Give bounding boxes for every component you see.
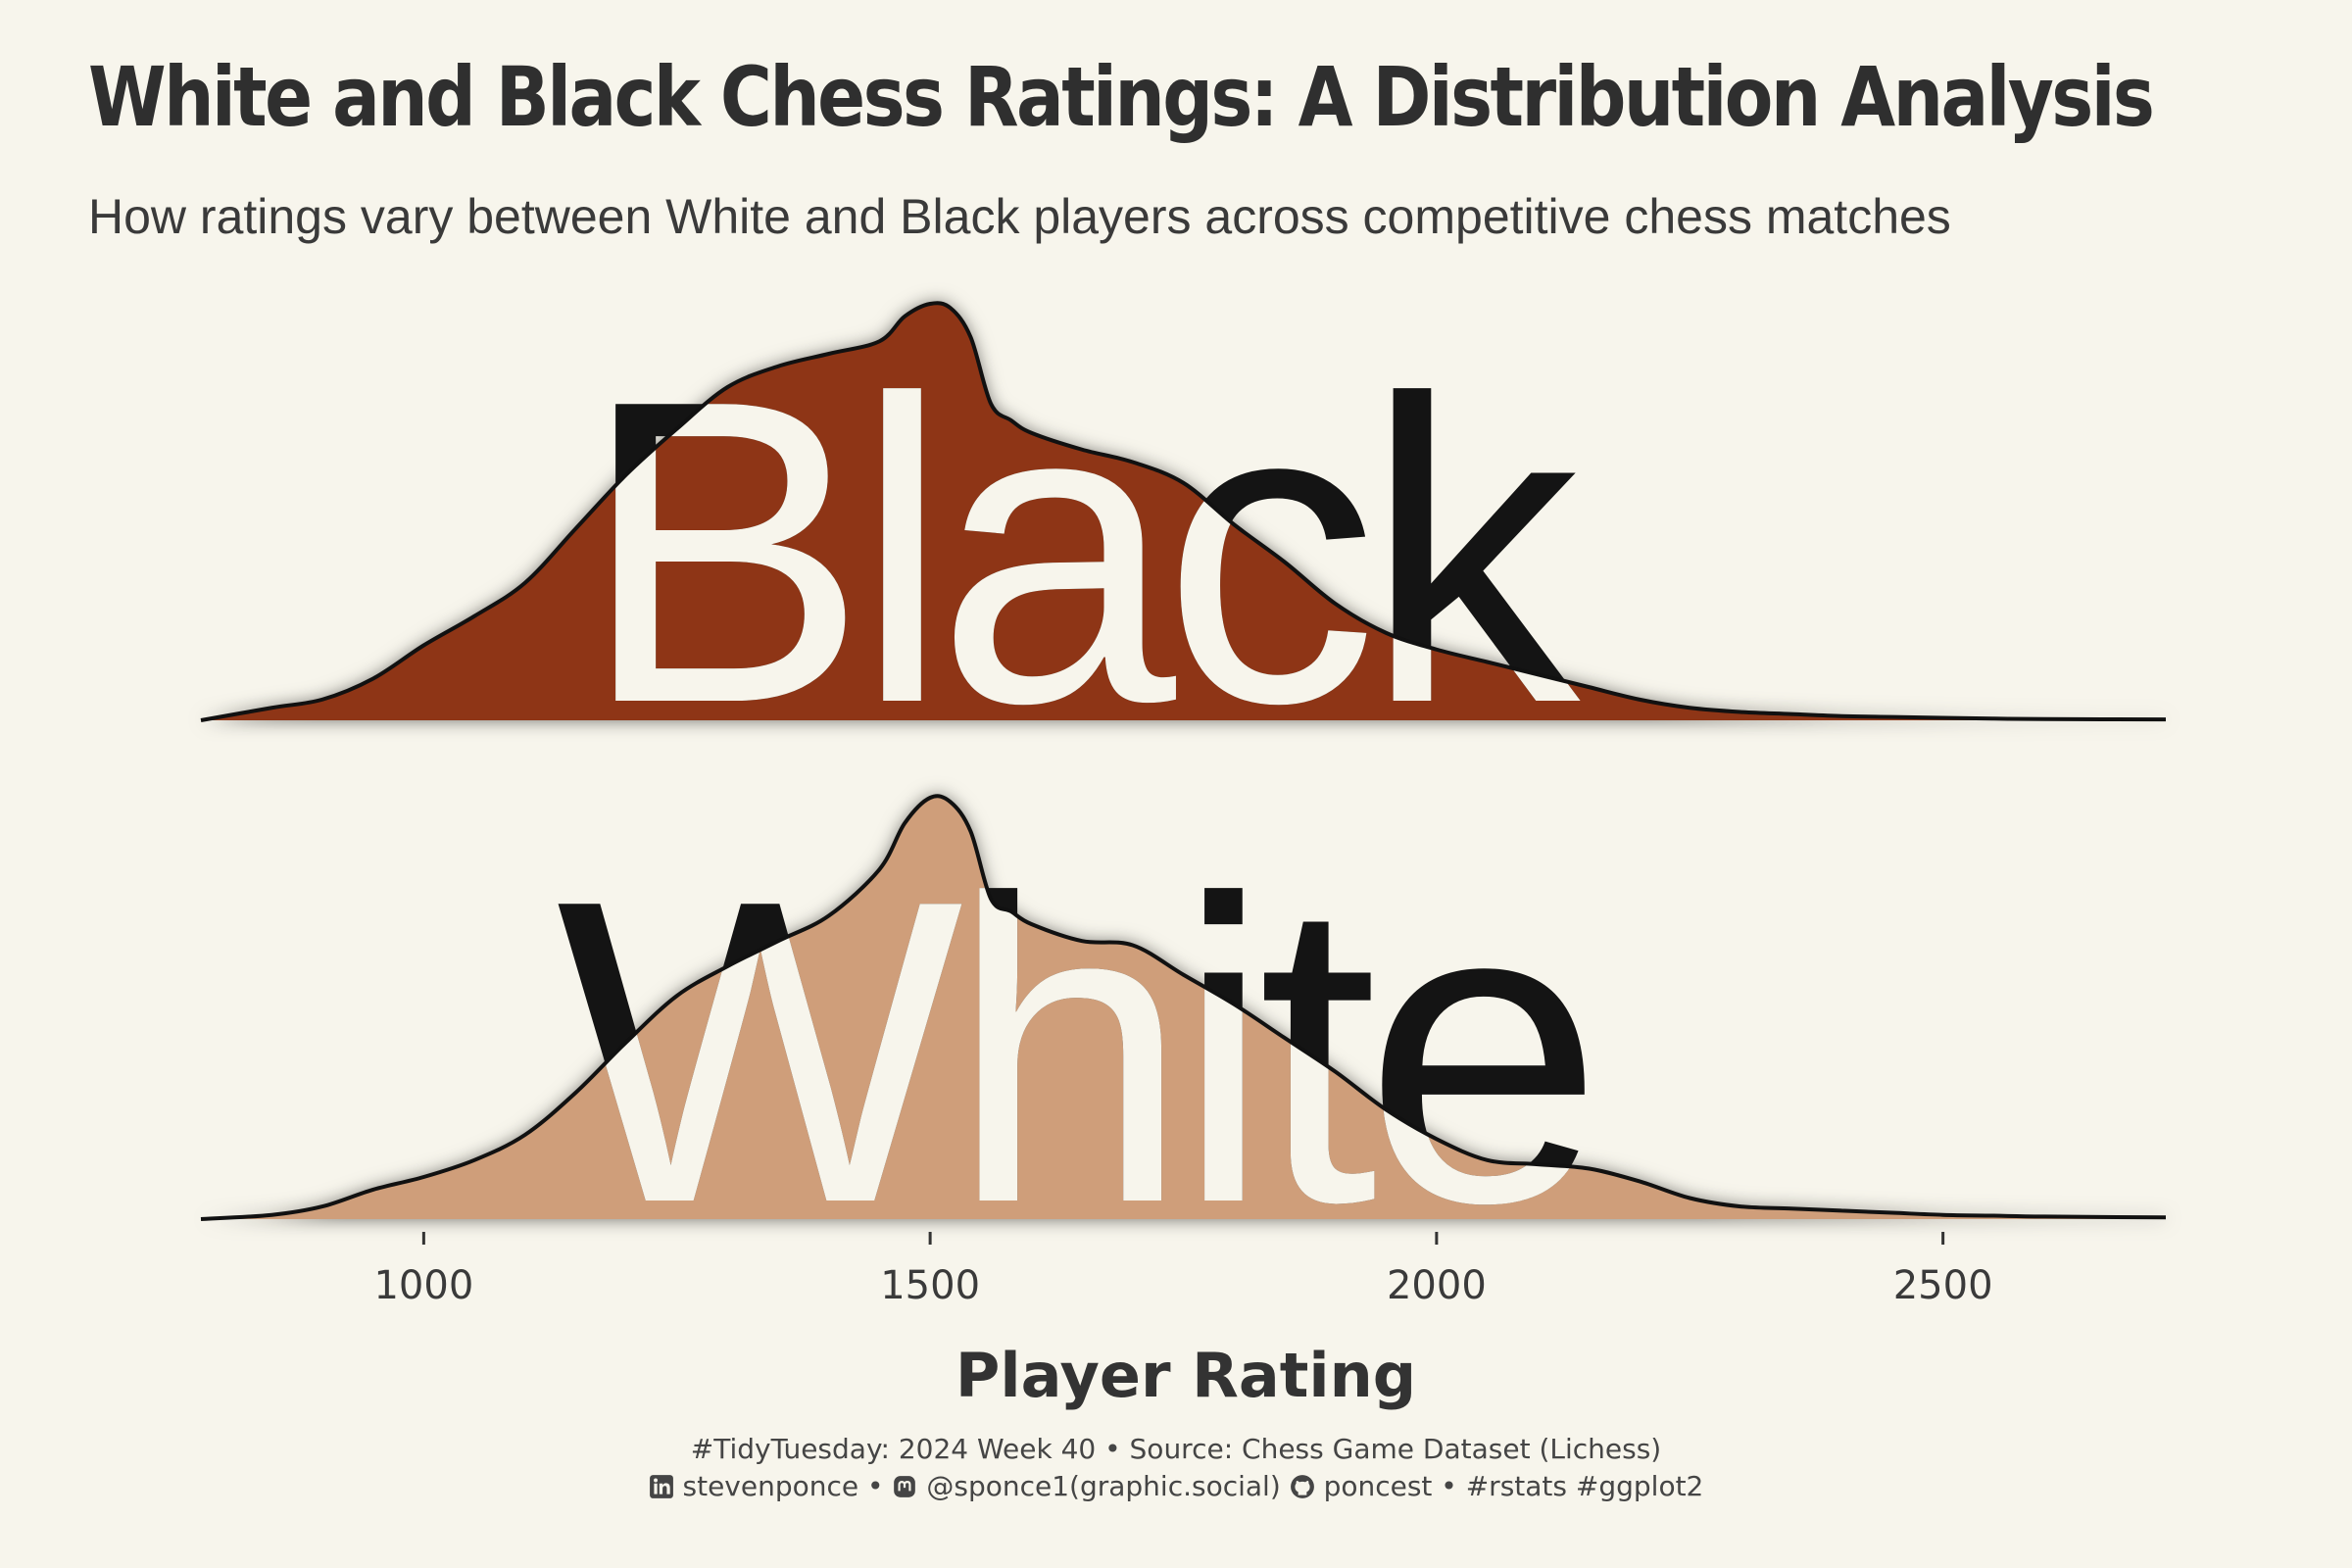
github-icon	[1290, 1475, 1314, 1498]
x-axis: 1000 1500 2000 2500	[373, 1232, 1993, 1308]
caption-line-2: stevenponce • @sponce1(graphic.social) p…	[0, 1468, 2352, 1505]
x-tick-label: 2000	[1387, 1263, 1487, 1308]
black-density-area	[201, 303, 2166, 720]
black-panel: Black Black	[200, 301, 2167, 793]
caption-github: poncest • #rstats #ggplot2	[1323, 1470, 1704, 1502]
black-density-line	[200, 301, 2167, 722]
mastodon-icon	[894, 1476, 916, 1497]
caption-linkedin: stevenponce •	[682, 1470, 884, 1502]
caption-mastodon: @sponce1(graphic.social)	[926, 1470, 1281, 1502]
x-tick-label: 2500	[1893, 1263, 1993, 1308]
x-axis-title: Player Rating	[956, 1340, 1416, 1411]
caption: #TidyTuesday: 2024 Week 40 • Source: Che…	[0, 1431, 2352, 1505]
chart-subtitle: How ratings vary between White and Black…	[88, 189, 1951, 244]
black-panel-word: Black	[580, 312, 1587, 793]
density-chart: Black Black White White 1000 1500 2000 2500…	[200, 301, 2167, 1411]
x-tick-label: 1000	[373, 1263, 473, 1308]
white-density-line	[200, 794, 2167, 1221]
white-panel-word: White	[557, 811, 1591, 1293]
white-panel: White White	[200, 794, 2167, 1293]
linkedin-icon	[649, 1475, 673, 1498]
x-tick-label: 1500	[880, 1263, 980, 1308]
caption-line-1: #TidyTuesday: 2024 Week 40 • Source: Che…	[690, 1433, 1662, 1465]
chart-title: White and Black Chess Ratings: A Distrib…	[88, 49, 2155, 145]
white-density-area	[201, 796, 2166, 1219]
